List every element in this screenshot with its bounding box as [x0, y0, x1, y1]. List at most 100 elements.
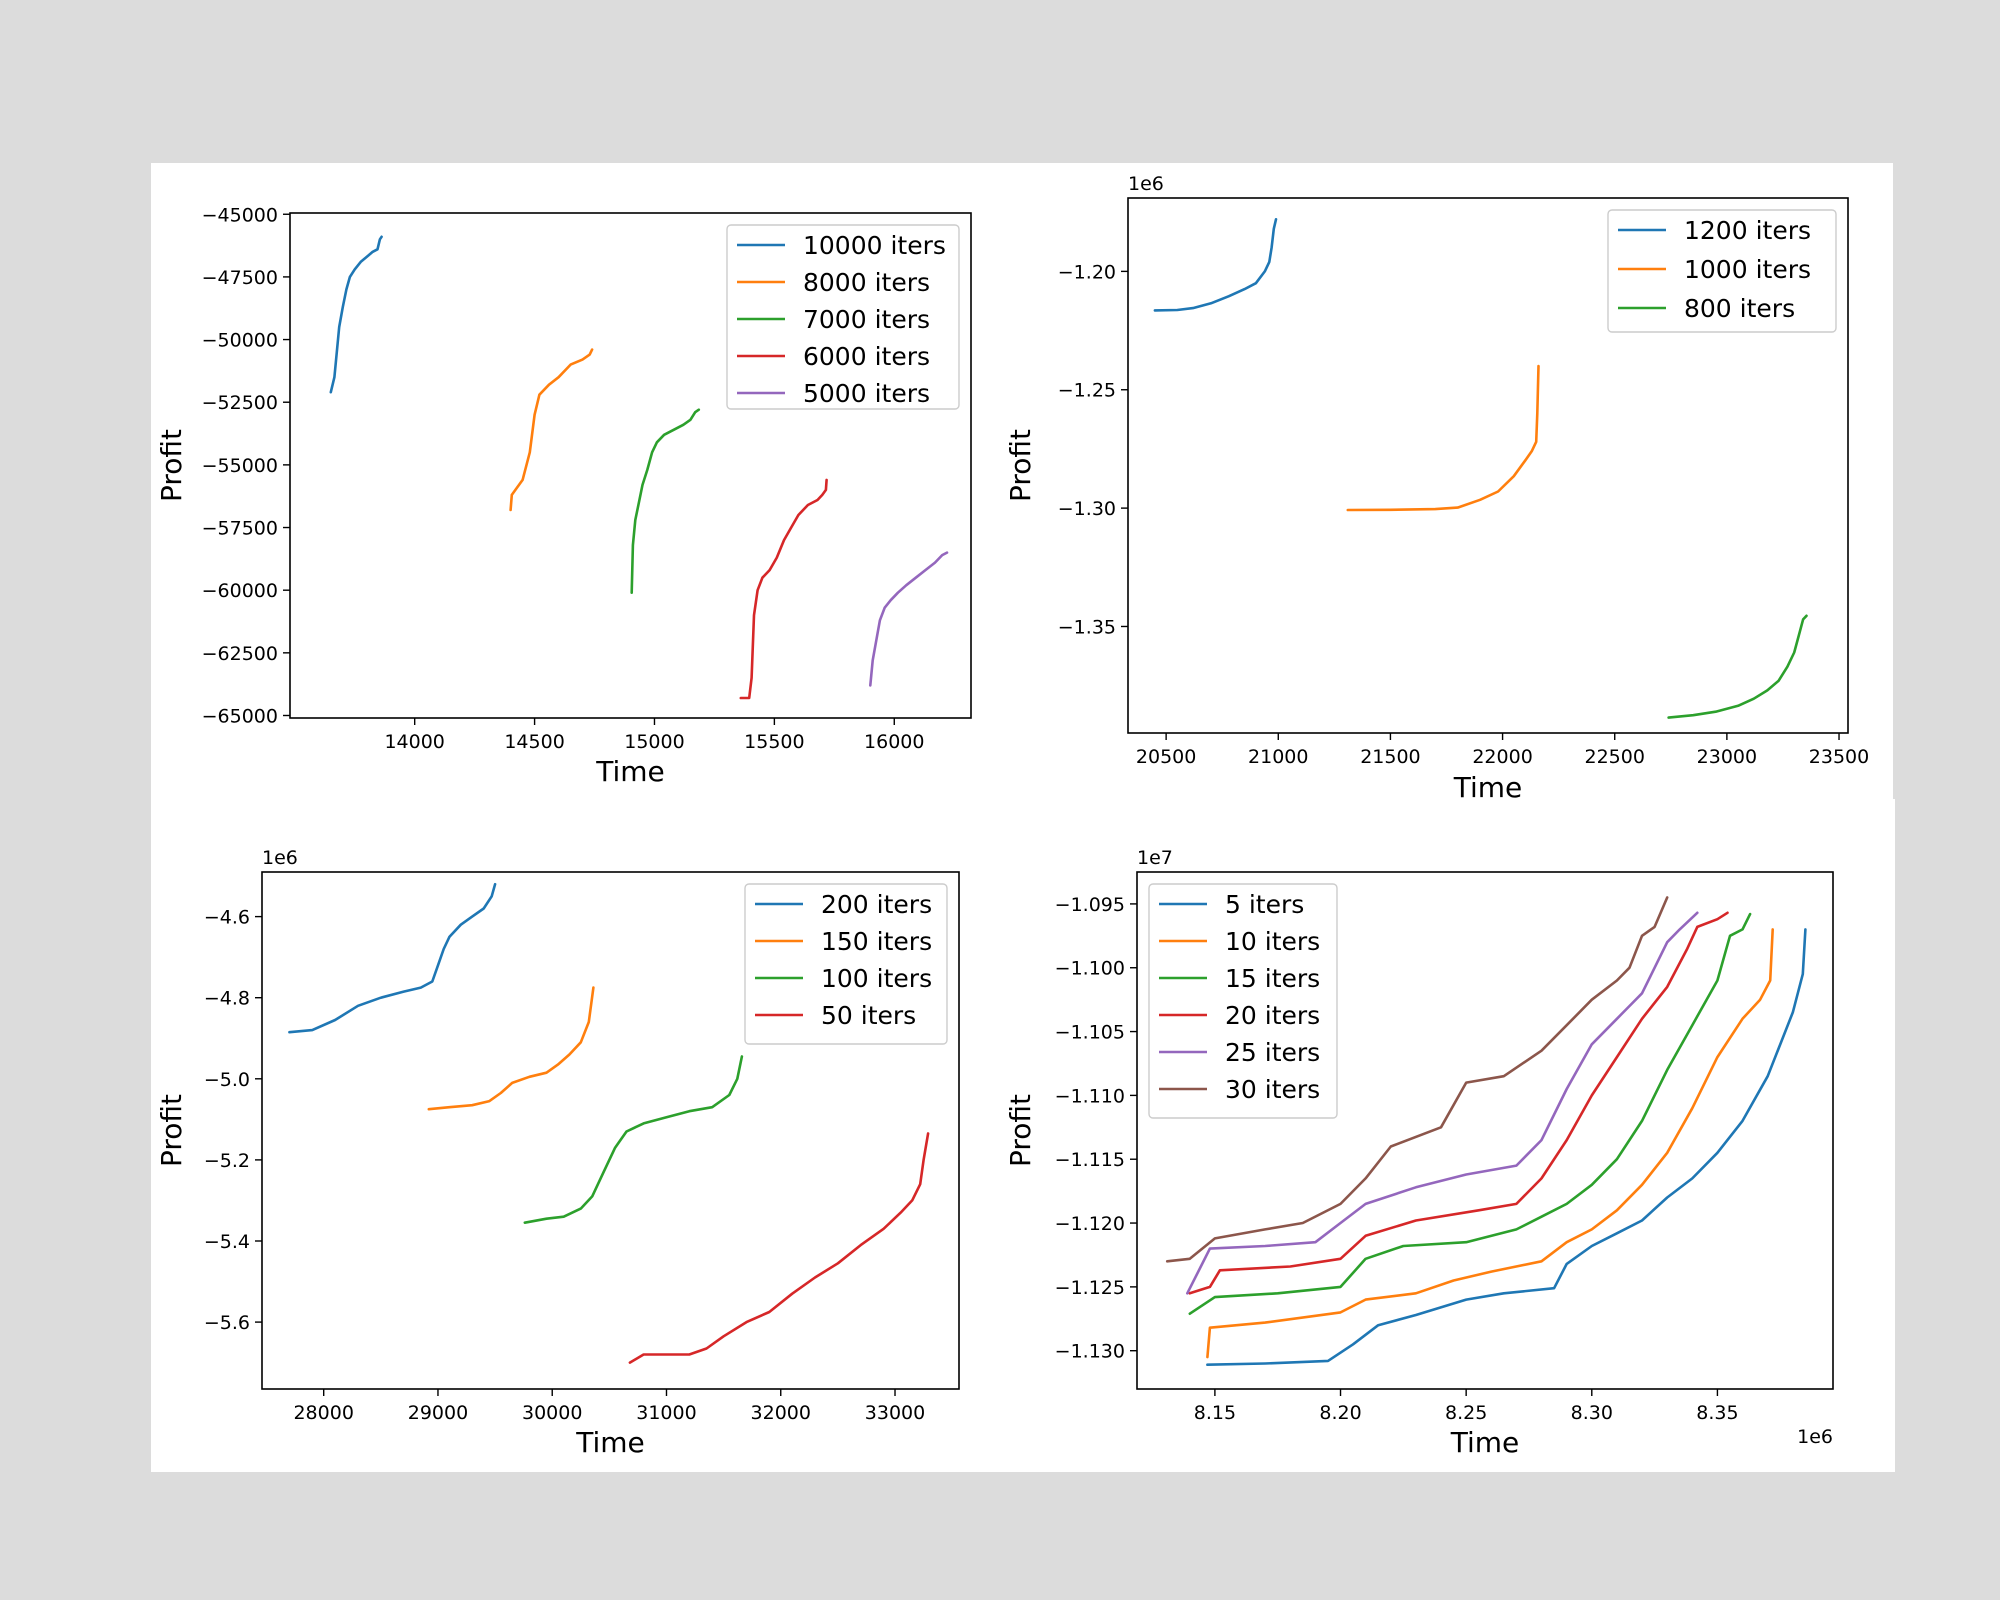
chart-3-ytick-label: −5.4 — [204, 1231, 250, 1253]
chart-1-series-group — [329, 235, 949, 700]
chart-4-series-line-6 — [1165, 896, 1669, 1263]
chart-1-ytick-label: −52500 — [202, 392, 278, 414]
chart-1-xtick-label: 14000 — [384, 731, 444, 753]
chart-2-ytick-label: −1.35 — [1058, 616, 1116, 638]
chart-2-xtick-label: 22500 — [1585, 746, 1645, 768]
chart-4-legend-label-6: 30 iters — [1225, 1075, 1320, 1104]
chart-3-x-axis-title: Time — [575, 1426, 645, 1459]
chart-2-ytick-label: −1.20 — [1058, 261, 1116, 283]
chart-2-xtick-label: 21000 — [1248, 746, 1308, 768]
chart-4-ytick-label: −1.120 — [1055, 1213, 1125, 1235]
chart-4-series-line-3 — [1188, 912, 1752, 1316]
chart-2-series-line-2 — [1346, 364, 1540, 512]
chart-2-legend-label-3: 800 iters — [1684, 294, 1795, 323]
chart-4-ytick-label: −1.095 — [1055, 894, 1125, 916]
chart-4-series-line-4 — [1188, 911, 1729, 1295]
chart-2-legend: 1200 iters 1000 iters 800 iters — [1607, 209, 1837, 333]
chart-1-ytick-label: −50000 — [202, 330, 278, 352]
chart-3-legend-box — [744, 883, 948, 1045]
chart-panel-4: 8.15 8.20 8.25 8.30 8.35 −1.095 −1.100 −1.105 −1… — [1000, 799, 1895, 1472]
chart-4-x-offset-label: 1e6 — [1797, 1426, 1833, 1448]
chart-1-ytick-label: −60000 — [202, 580, 278, 602]
chart-3-axes-frame — [261, 871, 960, 1390]
chart-3-series-line-4 — [628, 1132, 930, 1364]
chart-3-xtick-label: 28000 — [293, 1402, 353, 1424]
chart-1-xtick-label: 14500 — [504, 731, 564, 753]
chart-2-xtick-label: 23500 — [1809, 746, 1869, 768]
chart-1-ytick-label: −57500 — [202, 518, 278, 540]
chart-panel-2: 20500 21000 21500 22000 22500 23000 23500 −1.20… — [1000, 163, 1893, 799]
chart-2-xtick-label: 23000 — [1697, 746, 1757, 768]
chart-4-series-group — [1165, 896, 1807, 1367]
chart-2-xtick-label: 22000 — [1472, 746, 1532, 768]
chart-2-xtick-label: 20500 — [1136, 746, 1196, 768]
chart-4-ytick-label: −1.105 — [1055, 1022, 1125, 1044]
chart-2-axes-frame — [1127, 197, 1849, 734]
chart-1-ytick-label: −62500 — [202, 643, 278, 665]
chart-1-legend-label-1: 10000 iters — [803, 231, 946, 260]
chart-3-legend-label-1: 200 iters — [821, 890, 932, 919]
chart-4-legend-label-4: 20 iters — [1225, 1001, 1320, 1030]
chart-4-legend-label-2: 10 iters — [1225, 927, 1320, 956]
chart-2-series-line-1 — [1153, 217, 1278, 312]
chart-4-legend-label-5: 25 iters — [1225, 1038, 1320, 1067]
chart-2-xtick-label: 21500 — [1360, 746, 1420, 768]
chart-2-ytick-label: −1.25 — [1058, 380, 1116, 402]
chart-panel-3: 28000 29000 30000 31000 32000 33000 −4.6 −4.8 −5… — [151, 799, 1000, 1472]
chart-1-legend-label-3: 7000 iters — [803, 305, 930, 334]
chart-4-series-line-2 — [1206, 928, 1775, 1359]
chart-4-ytick-label: −1.130 — [1055, 1341, 1125, 1363]
chart-3: 28000 29000 30000 31000 32000 33000 −4.6 −4.8 −5… — [155, 847, 960, 1459]
chart-2-legend-label-1: 1200 iters — [1684, 216, 1811, 245]
chart-4-xtick-label: 8.15 — [1194, 1402, 1236, 1424]
chart-4-xtick-label: 8.25 — [1445, 1402, 1487, 1424]
chart-3-legend-label-3: 100 iters — [821, 964, 932, 993]
chart-1-series-line-3 — [630, 408, 701, 595]
chart-3-series-line-3 — [523, 1055, 744, 1225]
chart-3-y-offset-label: 1e6 — [262, 847, 298, 869]
chart-4-y-offset-label: 1e7 — [1137, 847, 1173, 869]
chart-3-xtick-label: 32000 — [751, 1402, 811, 1424]
chart-2-series-group — [1153, 217, 1808, 719]
chart-2-x-axis-title: Time — [1453, 771, 1523, 799]
chart-3-xtick-label: 29000 — [408, 1402, 468, 1424]
chart-4-xtick-label: 8.35 — [1696, 1402, 1738, 1424]
chart-1-ytick-label: −47500 — [202, 267, 278, 289]
chart-3-ytick-label: −5.2 — [204, 1150, 250, 1172]
chart-3-legend-label-2: 150 iters — [821, 927, 932, 956]
chart-4-axes-frame — [1136, 871, 1834, 1390]
chart-1-legend: 10000 iters 8000 iters 7000 iters 6000 iter… — [726, 224, 960, 410]
chart-3-y-axis-title: Profit — [155, 1094, 188, 1167]
chart-3-ytick-label: −4.8 — [204, 988, 250, 1010]
chart-4-ytick-label: −1.100 — [1055, 958, 1125, 980]
chart-4-legend-box — [1148, 883, 1338, 1119]
chart-2: 20500 21000 21500 22000 22500 23000 23500 −1.20… — [1004, 173, 1869, 799]
chart-1-ytick-label: −55000 — [202, 455, 278, 477]
chart-1-legend-label-4: 6000 iters — [803, 342, 930, 371]
chart-3-legend-label-4: 50 iters — [821, 1001, 916, 1030]
chart-2-ytick-label: −1.30 — [1058, 498, 1116, 520]
chart-1-series-line-1 — [329, 235, 383, 394]
chart-1-series-line-4 — [739, 478, 828, 700]
chart-1-ytick-label: −45000 — [202, 204, 278, 226]
chart-1-legend-label-2: 8000 iters — [803, 268, 930, 297]
chart-2-y-axis-title: Profit — [1004, 429, 1037, 502]
chart-1-xtick-label: 16000 — [864, 731, 924, 753]
chart-1-y-axis-title: Profit — [155, 429, 188, 502]
chart-3-ytick-label: −4.6 — [204, 907, 250, 929]
chart-2-legend-box — [1607, 209, 1837, 333]
chart-1-ytick-label: −65000 — [202, 705, 278, 727]
chart-4-x-axis-title: Time — [1450, 1426, 1520, 1459]
chart-4-series-line-5 — [1186, 911, 1699, 1295]
chart-4-xtick-label: 8.20 — [1319, 1402, 1361, 1424]
chart-1-series-line-2 — [509, 348, 594, 512]
chart-4-legend: 5 iters 10 iters 15 iters 20 iters 25 iters 3… — [1148, 883, 1338, 1119]
chart-2-legend-label-2: 1000 iters — [1684, 255, 1811, 284]
chart-3-series-line-2 — [427, 986, 595, 1111]
chart-4-y-axis-title: Profit — [1004, 1094, 1037, 1167]
chart-2-y-offset-label: 1e6 — [1128, 173, 1164, 195]
chart-4-xtick-label: 8.30 — [1571, 1402, 1613, 1424]
chart-1: 14000 14500 15000 15500 16000 −45000 −47500 −50… — [155, 204, 972, 788]
chart-2-series-line-3 — [1667, 614, 1808, 719]
chart-4-legend-label-3: 15 iters — [1225, 964, 1320, 993]
